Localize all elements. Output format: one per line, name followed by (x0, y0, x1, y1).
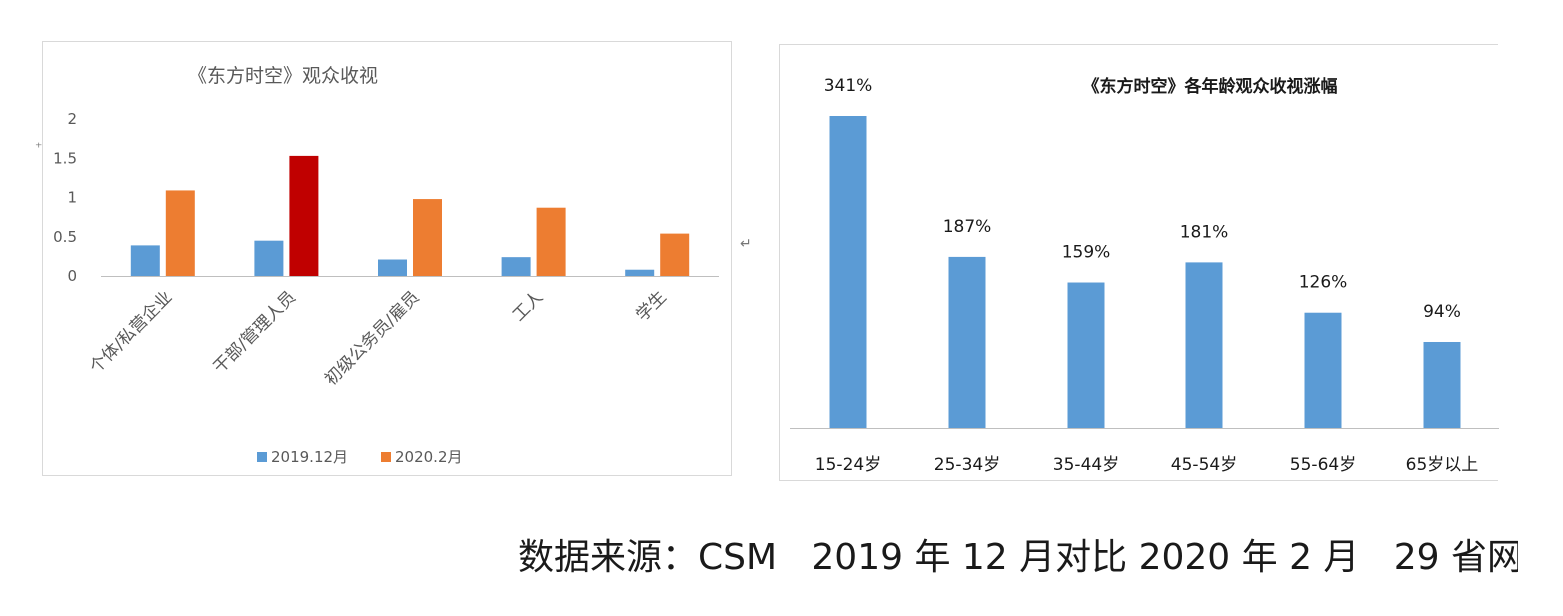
y-tick-label: 0 (67, 267, 77, 285)
data-label: 341% (824, 76, 873, 96)
x-category-label: 工人 (509, 287, 547, 325)
legend-swatch-2020 (381, 451, 391, 462)
bar-3 (1185, 262, 1223, 428)
y-tick-label: 1 (67, 189, 77, 207)
bar-2020-3 (536, 207, 566, 276)
bar-2019-3 (501, 257, 531, 276)
legend-swatch-2019 (257, 451, 267, 462)
data-label: 187% (943, 217, 992, 237)
data-label: 159% (1062, 243, 1111, 263)
data-label: 181% (1180, 222, 1229, 242)
x-category-label: 55-64岁 (1290, 455, 1356, 475)
bar-0 (829, 116, 867, 428)
legend-label-2020: 2020.2月 (395, 448, 463, 466)
bar-4 (1304, 312, 1342, 428)
bar-2 (1067, 282, 1105, 428)
x-category-label: 25-34岁 (934, 455, 1000, 475)
bar-2020-1 (289, 155, 319, 276)
bar-5 (1423, 341, 1461, 428)
audience-rating-chart-panel: 《东方时空》观众收视 0 0.5 1 1.5 2 个体/私营企业 干部/管理人员 初级公务员/… (42, 41, 732, 476)
bar-2020-2 (413, 199, 442, 276)
edit-mark-left: ⁺ (35, 140, 43, 156)
x-category-label: 45-54岁 (1171, 455, 1237, 475)
bar-2019-1 (254, 240, 284, 276)
return-mark: ↵ (740, 236, 752, 252)
x-category-label: 初级公务员/雇员 (321, 287, 423, 389)
age-growth-chart-panel: 《东方时空》各年龄观众收视涨幅 341% 15-24岁 187% 25-34岁 159%… (779, 44, 1499, 481)
x-category-label: 65岁以上 (1406, 455, 1479, 475)
x-category-label: 个体/私营企业 (86, 287, 176, 377)
x-category-label: 35-44岁 (1053, 455, 1119, 475)
x-category-label: 15-24岁 (815, 455, 881, 475)
y-tick-label: 2 (67, 110, 77, 128)
legend-item-2020: 2020.2月 (381, 446, 463, 467)
bar-2019-4 (625, 269, 655, 276)
chart-title: 《东方时空》观众收视 (188, 65, 378, 87)
age-growth-chart: 《东方时空》各年龄观众收视涨幅 341% 15-24岁 187% 25-34岁 159%… (790, 76, 1499, 475)
bar-2020-0 (165, 190, 195, 276)
legend-label-2019: 2019.12月 (271, 448, 349, 466)
x-category-label: 干部/管理人员 (210, 287, 300, 377)
audience-rating-chart: 《东方时空》观众收视 0 0.5 1 1.5 2 个体/私营企业 干部/管理人员 初级公务员/… (53, 65, 719, 390)
data-source-caption: 数据来源：CSM 2019 年 12 月对比 2020 年 2 月 29 省网 (518, 537, 1518, 578)
bar-2019-0 (130, 245, 160, 276)
x-category-label: 学生 (633, 287, 671, 325)
bar-2020-4 (660, 233, 690, 276)
bar-1 (948, 256, 986, 428)
chart-title: 《东方时空》各年龄观众收视涨幅 (1083, 76, 1338, 97)
y-tick-label: 1.5 (53, 149, 77, 167)
legend-item-2019: 2019.12月 (257, 446, 348, 467)
data-label: 126% (1299, 273, 1348, 293)
bar-2019-2 (378, 259, 407, 276)
y-tick-label: 0.5 (53, 228, 77, 246)
data-label: 94% (1423, 302, 1461, 322)
